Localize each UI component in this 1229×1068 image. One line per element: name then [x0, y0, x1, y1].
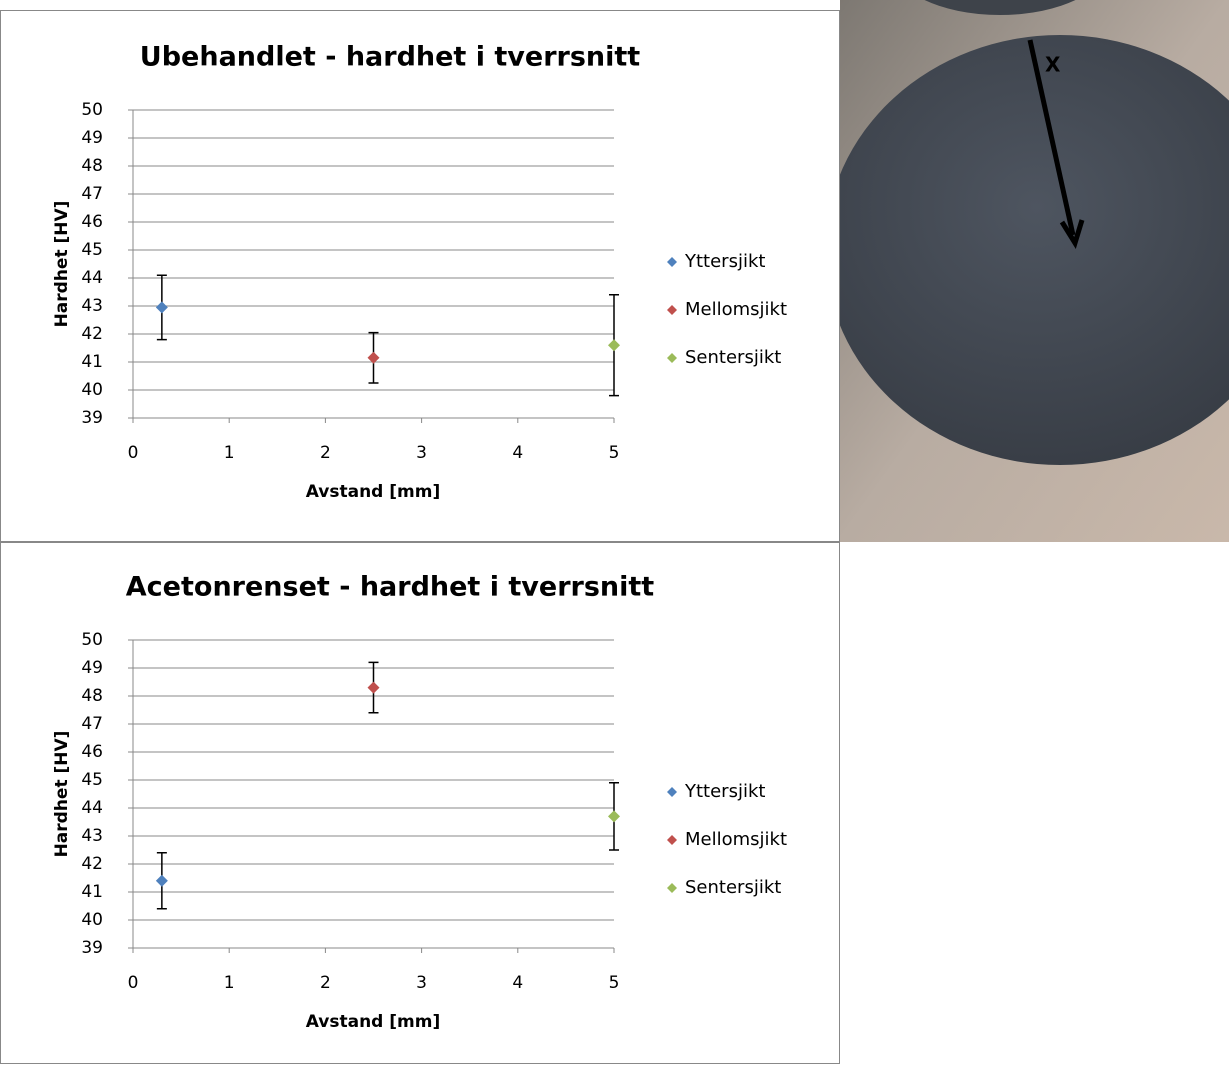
x-axis-label: Avstand [mm] [306, 1012, 441, 1032]
chart-title: Ubehandlet - hardhet i tverrsnitt [140, 42, 641, 73]
photo-annotation: X [1045, 53, 1061, 77]
page: X Ubehandlet - hardhet i tverrsnitt39404… [0, 0, 1229, 1064]
x-tick-label: 0 [128, 973, 139, 993]
x-tick-label: 3 [416, 443, 427, 463]
y-tick-label: 50 [81, 100, 103, 120]
y-tick-label: 49 [81, 128, 103, 148]
y-tick-label: 40 [81, 380, 103, 400]
y-tick-label: 46 [81, 742, 103, 762]
y-axis-label: Hardhet [HV] [52, 201, 72, 328]
y-tick-label: 44 [81, 268, 103, 288]
x-tick-label: 2 [320, 973, 331, 993]
x-tick-label: 4 [512, 973, 523, 993]
y-tick-label: 45 [81, 770, 103, 790]
y-tick-label: 47 [81, 184, 103, 204]
legend-label: Mellomsjikt [685, 299, 787, 320]
y-tick-label: 47 [81, 714, 103, 734]
y-tick-label: 43 [81, 296, 103, 316]
y-tick-label: 42 [81, 324, 103, 344]
x-axis-label: Avstand [mm] [306, 482, 441, 502]
legend-label: Yttersjikt [684, 781, 765, 802]
y-tick-label: 41 [81, 882, 103, 902]
legend-label: Sentersjikt [685, 877, 781, 898]
legend-label: Sentersjikt [685, 347, 781, 368]
y-tick-label: 50 [81, 630, 103, 650]
legend-label: Mellomsjikt [685, 829, 787, 850]
x-tick-label: 3 [416, 973, 427, 993]
y-tick-label: 39 [81, 408, 103, 428]
y-tick-label: 44 [81, 798, 103, 818]
x-tick-label: 5 [609, 973, 620, 993]
y-tick-label: 48 [81, 686, 103, 706]
y-axis-label: Hardhet [HV] [52, 731, 72, 858]
legend-label: Yttersjikt [684, 251, 765, 272]
x-tick-label: 4 [512, 443, 523, 463]
y-tick-label: 49 [81, 658, 103, 678]
x-tick-label: 0 [128, 443, 139, 463]
y-tick-label: 42 [81, 854, 103, 874]
chart-title: Acetonrenset - hardhet i tverrsnitt [126, 572, 655, 603]
y-tick-label: 39 [81, 938, 103, 958]
y-tick-label: 40 [81, 910, 103, 930]
y-tick-label: 41 [81, 352, 103, 372]
x-tick-label: 1 [224, 443, 235, 463]
y-tick-label: 48 [81, 156, 103, 176]
y-tick-label: 43 [81, 826, 103, 846]
x-tick-label: 2 [320, 443, 331, 463]
x-tick-label: 1 [224, 973, 235, 993]
y-tick-label: 45 [81, 240, 103, 260]
y-tick-label: 46 [81, 212, 103, 232]
x-tick-label: 5 [609, 443, 620, 463]
photo: X [825, 0, 1229, 542]
